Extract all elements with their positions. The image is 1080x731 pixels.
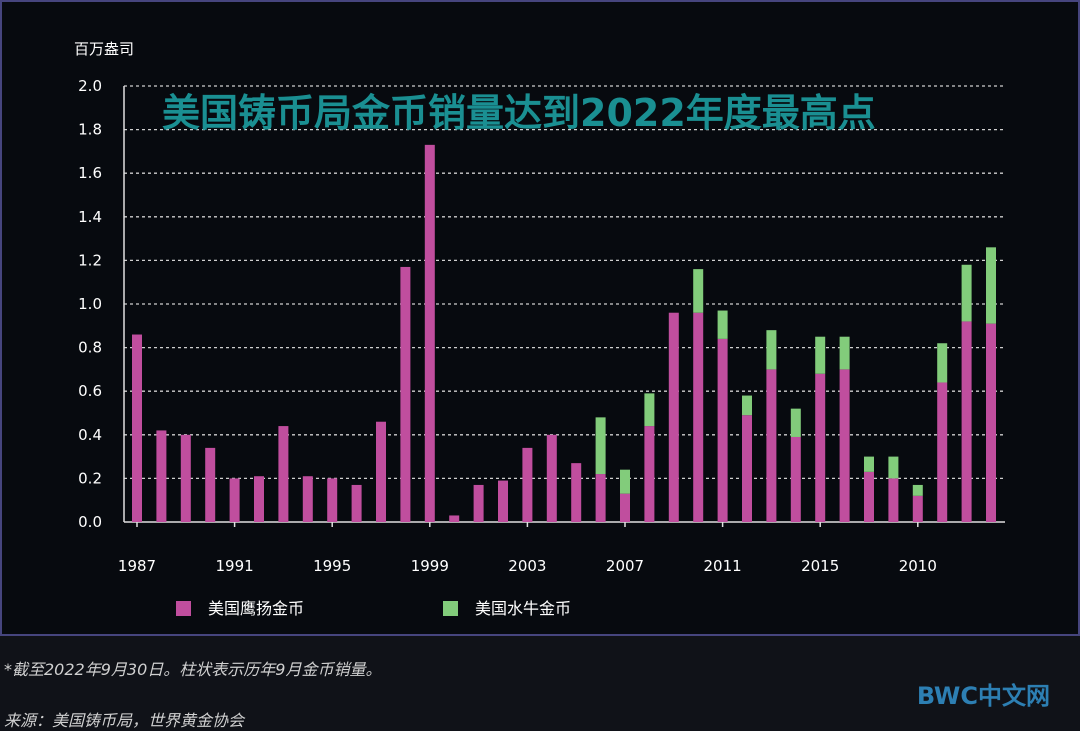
bar-eagle-segment xyxy=(254,476,264,522)
chart-panel: 百万盎司 2.0 1.8 1.6 1.4 1.2 1.0 0.8 0.6 0.4 0.2 0.0 1… xyxy=(0,0,1080,636)
bar-buffalo-segment xyxy=(986,247,996,324)
bar-eagle-segment xyxy=(693,312,704,522)
y-tick-label: 0.2 xyxy=(78,469,102,487)
y-tick-label: 0.8 xyxy=(78,339,102,357)
y-tick-label: 0.4 xyxy=(78,426,102,444)
bar-buffalo-segment xyxy=(937,343,948,383)
bar-eagle-segment xyxy=(912,495,923,522)
bar-eagle-segment xyxy=(498,480,508,522)
chart-title: 美国铸币局金币销量达到2022年度最高点 xyxy=(162,91,876,135)
y-tick-label: 1.2 xyxy=(78,251,102,269)
x-tick-label: 2010 xyxy=(899,557,937,575)
x-tick-label: 1995 xyxy=(313,557,351,575)
x-tick-label: 2015 xyxy=(801,557,839,575)
bar-buffalo-segment xyxy=(912,484,923,496)
bar-buffalo-segment xyxy=(815,336,826,374)
y-tick-label: 1.4 xyxy=(78,208,102,226)
x-tick-labels: 1987 1991 1995 1999 2003 2007 2011 2015 2010 xyxy=(118,522,937,575)
x-tick-label: 2011 xyxy=(704,557,742,575)
legend-swatch xyxy=(176,601,191,616)
y-tick-label: 0.0 xyxy=(78,513,102,531)
bar-eagle-segment xyxy=(888,478,899,522)
x-tick-label: 2007 xyxy=(606,557,644,575)
bar-eagle-segment xyxy=(351,484,362,522)
bar-eagle-segment xyxy=(449,515,460,522)
legend-swatch xyxy=(443,601,458,616)
bar-eagle-segment xyxy=(668,312,679,522)
bar-eagle-segment xyxy=(327,478,338,522)
bar-eagle-segment xyxy=(717,338,728,522)
watermark-logo: BWC中文网 xyxy=(916,682,1050,710)
bar-eagle-segment xyxy=(839,369,850,522)
y-tick-label: 0.6 xyxy=(78,382,102,400)
bar-buffalo-segment xyxy=(693,269,704,313)
bar-eagle-segment xyxy=(986,323,996,522)
bar-eagle-segment xyxy=(302,476,313,522)
bar-buffalo-segment xyxy=(644,393,655,427)
bar-eagle-segment xyxy=(156,430,167,522)
y-tick-labels: 2.0 1.8 1.6 1.4 1.2 1.0 0.8 0.6 0.4 0.2 0.0 xyxy=(78,77,102,531)
y-tick-label: 2.0 xyxy=(78,77,102,95)
bar-eagle-segment xyxy=(522,447,533,522)
x-tick-label: 1991 xyxy=(216,557,254,575)
legend-label: 美国鹰扬金币 xyxy=(208,599,304,618)
bar-eagle-segment xyxy=(132,334,142,522)
bars xyxy=(132,144,996,523)
bar-chart: 百万盎司 2.0 1.8 1.6 1.4 1.2 1.0 0.8 0.6 0.4 0.2 0.0 1… xyxy=(74,40,1005,618)
bar-buffalo-segment xyxy=(742,395,752,416)
bar-eagle-segment xyxy=(620,493,630,522)
bar-eagle-segment xyxy=(424,144,435,523)
bar-eagle-segment xyxy=(790,436,801,522)
bar-eagle-segment xyxy=(205,447,216,522)
bar-eagle-segment xyxy=(742,415,752,522)
y-tick-label: 1.0 xyxy=(78,295,102,313)
bar-buffalo-segment xyxy=(766,330,777,370)
bar-eagle-segment xyxy=(376,421,386,522)
grid-lines xyxy=(123,85,1005,523)
x-tick-label: 2003 xyxy=(508,557,546,575)
legend: 美国鹰扬金币 美国水牛金币 xyxy=(176,599,571,618)
x-tick-label: 1999 xyxy=(411,557,449,575)
bar-eagle-segment xyxy=(644,426,655,522)
bar-buffalo-segment xyxy=(620,469,630,494)
bar-buffalo-segment xyxy=(864,456,874,472)
bar-eagle-segment xyxy=(937,382,948,522)
y-tick-label: 1.8 xyxy=(78,121,102,139)
bar-eagle-segment xyxy=(180,434,191,522)
footnote-source: 来源：美国铸币局，世界黄金协会 xyxy=(4,711,245,730)
bar-eagle-segment xyxy=(864,471,874,522)
y-axis-unit-label: 百万盎司 xyxy=(74,40,134,58)
bar-eagle-segment xyxy=(400,266,411,522)
footnote-note: *截至2022年9月30日。柱状表示历年9月金币销量。 xyxy=(4,660,382,679)
bar-eagle-segment xyxy=(278,426,289,522)
y-tick-label: 1.6 xyxy=(78,164,102,182)
legend-label: 美国水牛金币 xyxy=(475,599,571,618)
bar-eagle-segment xyxy=(473,484,484,522)
bar-eagle-segment xyxy=(961,321,972,522)
bar-eagle-segment xyxy=(815,373,826,522)
x-tick-label: 1987 xyxy=(118,557,156,575)
bar-buffalo-segment xyxy=(790,408,801,437)
bar-buffalo-segment xyxy=(839,336,850,370)
bar-buffalo-segment xyxy=(888,456,899,479)
bar-buffalo-segment xyxy=(961,264,972,322)
bar-eagle-segment xyxy=(546,434,557,522)
bar-eagle-segment xyxy=(229,478,240,522)
bar-eagle-segment xyxy=(595,474,606,522)
bar-buffalo-segment xyxy=(595,417,606,475)
bar-eagle-segment xyxy=(571,463,582,522)
bar-eagle-segment xyxy=(766,369,777,522)
bar-buffalo-segment xyxy=(717,310,728,339)
